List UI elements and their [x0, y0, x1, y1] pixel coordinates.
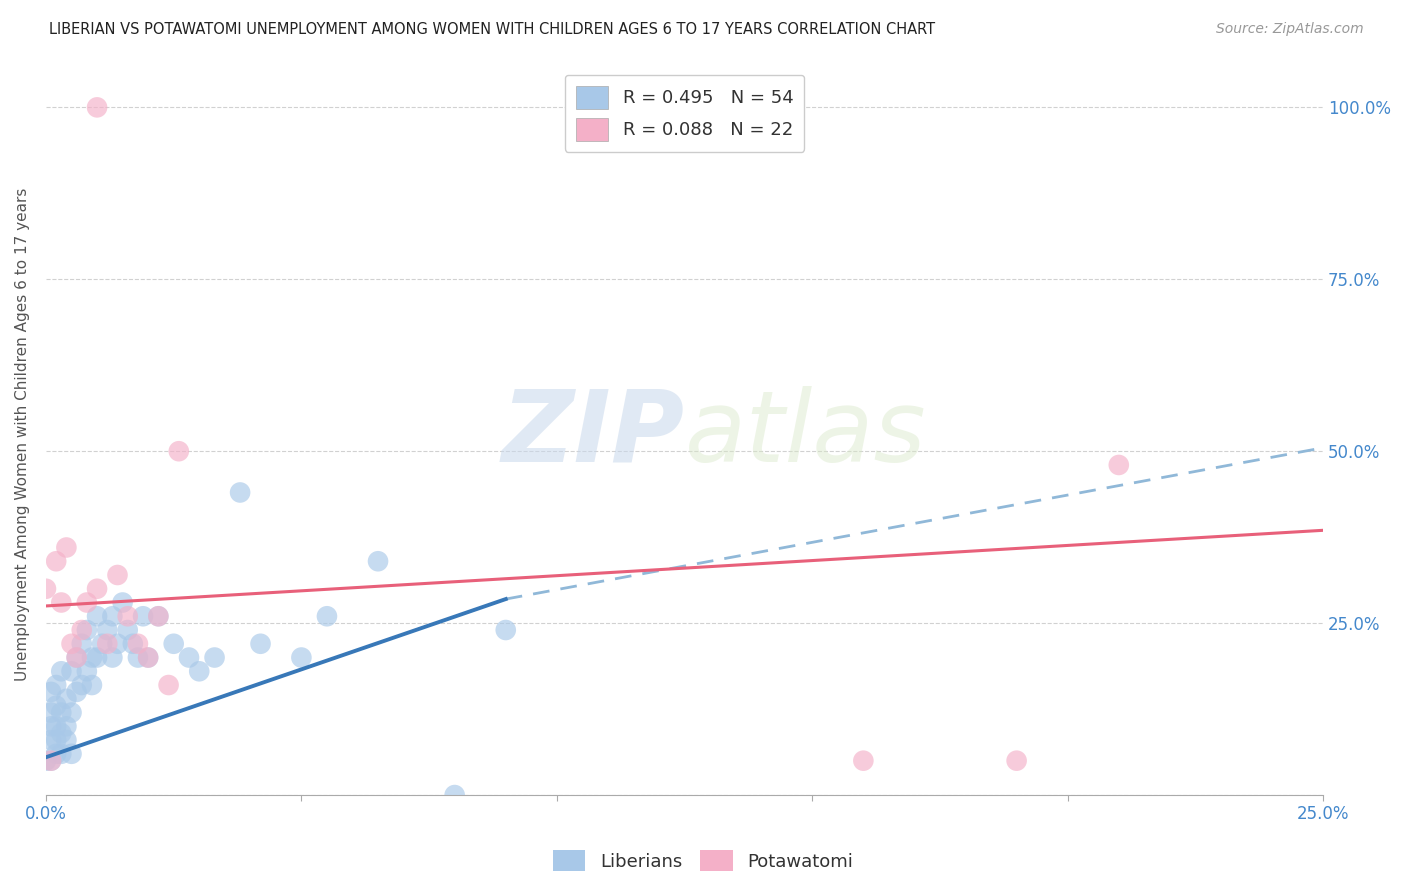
Point	[86, 650, 108, 665]
Point	[60, 665, 83, 679]
Point	[91, 637, 114, 651]
Point	[148, 609, 170, 624]
Point	[35, 754, 58, 768]
Point	[443, 788, 465, 802]
Point	[177, 650, 200, 665]
Text: ZIP: ZIP	[502, 385, 685, 483]
Point	[101, 609, 124, 624]
Point	[290, 650, 312, 665]
Point	[51, 595, 73, 609]
Point	[117, 623, 139, 637]
Text: atlas: atlas	[685, 385, 927, 483]
Point	[51, 726, 73, 740]
Point	[249, 637, 271, 651]
Point	[55, 691, 77, 706]
Point	[101, 650, 124, 665]
Point	[127, 650, 149, 665]
Point	[60, 747, 83, 761]
Point	[111, 595, 134, 609]
Point	[76, 623, 98, 637]
Point	[55, 541, 77, 555]
Point	[852, 754, 875, 768]
Point	[86, 100, 108, 114]
Point	[80, 650, 103, 665]
Point	[55, 733, 77, 747]
Point	[367, 554, 389, 568]
Point	[45, 678, 67, 692]
Point	[86, 582, 108, 596]
Point	[39, 685, 62, 699]
Point	[132, 609, 155, 624]
Point	[65, 650, 87, 665]
Point	[76, 665, 98, 679]
Point	[39, 706, 62, 720]
Point	[157, 678, 180, 692]
Point	[45, 747, 67, 761]
Point	[117, 609, 139, 624]
Point	[121, 637, 143, 651]
Y-axis label: Unemployment Among Women with Children Ages 6 to 17 years: Unemployment Among Women with Children A…	[15, 187, 30, 681]
Point	[96, 637, 118, 651]
Point	[107, 637, 129, 651]
Legend: Liberians, Potawatomi: Liberians, Potawatomi	[546, 843, 860, 879]
Point	[35, 582, 58, 596]
Point	[204, 650, 226, 665]
Text: LIBERIAN VS POTAWATOMI UNEMPLOYMENT AMONG WOMEN WITH CHILDREN AGES 6 TO 17 YEARS: LIBERIAN VS POTAWATOMI UNEMPLOYMENT AMON…	[49, 22, 935, 37]
Point	[51, 747, 73, 761]
Point	[39, 754, 62, 768]
Point	[65, 650, 87, 665]
Point	[39, 733, 62, 747]
Point	[39, 754, 62, 768]
Point	[316, 609, 339, 624]
Point	[495, 623, 517, 637]
Point	[60, 637, 83, 651]
Point	[80, 678, 103, 692]
Point	[136, 650, 159, 665]
Point	[136, 650, 159, 665]
Point	[51, 665, 73, 679]
Point	[45, 698, 67, 713]
Point	[45, 554, 67, 568]
Point	[1005, 754, 1028, 768]
Point	[188, 665, 211, 679]
Legend: R = 0.495   N = 54, R = 0.088   N = 22: R = 0.495 N = 54, R = 0.088 N = 22	[565, 75, 804, 152]
Point	[39, 719, 62, 733]
Point	[60, 706, 83, 720]
Point	[127, 637, 149, 651]
Point	[86, 609, 108, 624]
Point	[45, 719, 67, 733]
Point	[70, 678, 93, 692]
Point	[96, 623, 118, 637]
Point	[76, 595, 98, 609]
Point	[167, 444, 190, 458]
Point	[107, 568, 129, 582]
Point	[148, 609, 170, 624]
Point	[65, 685, 87, 699]
Point	[51, 706, 73, 720]
Point	[70, 623, 93, 637]
Point	[163, 637, 186, 651]
Point	[70, 637, 93, 651]
Point	[1108, 458, 1130, 472]
Point	[45, 733, 67, 747]
Point	[55, 719, 77, 733]
Text: Source: ZipAtlas.com: Source: ZipAtlas.com	[1216, 22, 1364, 37]
Point	[229, 485, 252, 500]
